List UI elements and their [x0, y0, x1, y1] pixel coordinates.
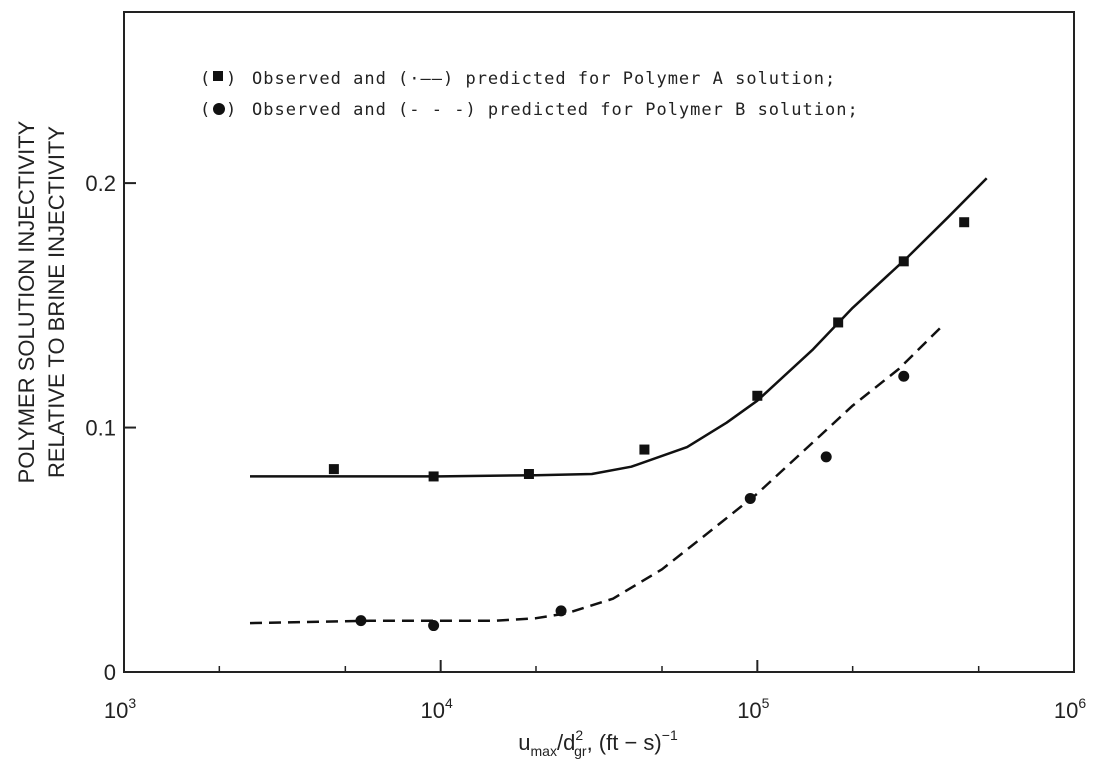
legend-text-polymer-a: Observed and (·——) predicted for Polymer… — [252, 69, 836, 89]
predicted-curve-polymer-a — [250, 177, 988, 478]
legend: ( ) Observed and (·——) predicted for Pol… — [200, 69, 859, 120]
y-axis-label-line-1: POLYMER SOLUTION INJECTIVITY — [14, 120, 39, 483]
x-axis-label: umax/d2 gr, (ft − s)−1 — [518, 727, 678, 759]
observed-point-polymer-b — [355, 615, 367, 627]
x-axis-label-exp: −1 — [662, 727, 678, 743]
legend-text-polymer-b: Observed and (- - -) predicted for Polym… — [252, 100, 859, 120]
y-axis-label-line-2: RELATIVE TO BRINE INJECTIVITY — [44, 126, 69, 478]
y-tick-label: 0 — [104, 660, 116, 685]
legend-entry-polymer-b: ( ) Observed and (- - -) predicted for P… — [200, 100, 859, 120]
observed-point-polymer-b — [898, 370, 910, 382]
predicted-curve-polymer-b — [249, 326, 942, 625]
legend-paren-open: ( — [200, 69, 211, 89]
observed-point-polymer-b — [428, 620, 440, 632]
y-axis-label: POLYMER SOLUTION INJECTIVITY RELATIVE TO… — [14, 120, 69, 483]
legend-paren-open-2: ( — [200, 100, 211, 120]
x-axis-label-max: max — [531, 743, 557, 759]
observed-point-polymer-a — [639, 444, 650, 455]
observed-point-polymer-a — [328, 464, 339, 475]
x-axis-label-sq: 2 — [575, 727, 583, 743]
observed-point-polymer-a — [428, 471, 439, 482]
observed-point-polymer-b — [820, 451, 832, 463]
y-tick-label: 0.2 — [85, 171, 116, 196]
observed-point-polymer-a — [523, 469, 534, 479]
observed-point-polymer-a — [833, 317, 844, 328]
observed-point-polymer-a — [959, 217, 970, 228]
x-tick-label: 106 — [1054, 695, 1086, 723]
x-tick-label: 104 — [421, 695, 453, 723]
x-axis-label-gr: gr — [574, 743, 587, 759]
observed-point-polymer-a — [898, 256, 909, 267]
x-axis-label-rest: , (ft − s) — [587, 730, 662, 755]
legend-paren-close: ) — [226, 69, 237, 89]
y-tick-label: 0.1 — [85, 416, 116, 441]
observed-point-polymer-a — [752, 390, 763, 401]
observed-point-polymer-b — [555, 605, 567, 617]
x-axis-label-u: u — [518, 730, 530, 755]
x-tick-label: 103 — [104, 695, 136, 723]
legend-entry-polymer-a: ( ) Observed and (·——) predicted for Pol… — [200, 69, 836, 89]
legend-square-marker — [213, 71, 223, 81]
observed-point-polymer-b — [744, 492, 756, 504]
legend-circle-marker — [213, 103, 225, 115]
x-tick-label: 105 — [737, 695, 769, 723]
plot-frame — [123, 11, 1075, 673]
legend-paren-close-2: ) — [226, 100, 237, 120]
x-axis-label-slash: /d — [557, 730, 575, 755]
